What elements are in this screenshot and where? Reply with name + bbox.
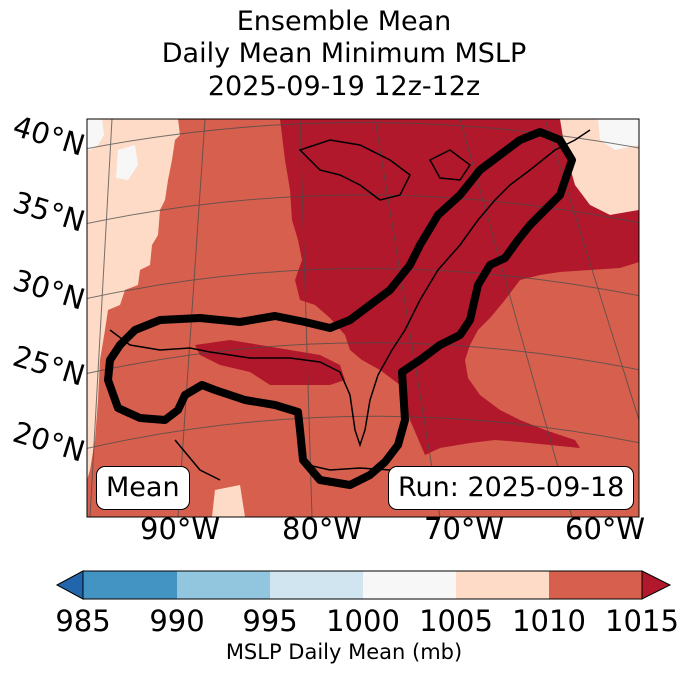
colorbar-bin-995-1000 — [270, 571, 363, 599]
colorbar-tick-1015: 1015 — [605, 604, 679, 638]
title-line-3: 2025-09-19 12z-12z — [207, 71, 481, 102]
region-1000-1005-nw — [87, 119, 104, 150]
colorbar-label: MSLP Daily Mean (mb) — [225, 640, 463, 664]
lon-label-90: 90°W — [140, 512, 221, 546]
title-line-1: Ensemble Mean — [236, 6, 452, 37]
colorbar-tick-990: 990 — [149, 604, 205, 638]
colorbar-tick-995: 995 — [242, 604, 298, 638]
colorbar-bin-985-990 — [83, 571, 177, 599]
colorbar-bin-1005-1010 — [456, 571, 549, 599]
lon-label-60: 60°W — [565, 512, 646, 546]
region-1000-1005-mid — [116, 145, 138, 180]
title-line-2: Daily Mean Minimum MSLP — [161, 38, 527, 69]
run-label: Run: 2025-09-18 — [388, 466, 635, 510]
colorbar-tick-985: 985 — [55, 604, 111, 638]
colorbar-tick-1000: 1000 — [326, 604, 400, 638]
colorbar-bin-1010-1015 — [549, 571, 642, 599]
colorbar-tick-1010: 1010 — [512, 604, 586, 638]
lon-label-70: 70°W — [424, 512, 505, 546]
colorbar-extend-high — [641, 570, 672, 600]
colorbar-tick-1005: 1005 — [419, 604, 493, 638]
mslp-contour — [104, 128, 576, 489]
colorbar-bin-1000-1005 — [363, 571, 456, 599]
region-1005-1010-west — [87, 119, 180, 480]
mean-label: Mean — [96, 466, 190, 510]
lon-label-80: 80°W — [282, 512, 363, 546]
region-1005-1010-south — [212, 485, 245, 517]
colorbar-extend-low — [55, 570, 84, 600]
colorbar-bin-990-995 — [177, 571, 270, 599]
